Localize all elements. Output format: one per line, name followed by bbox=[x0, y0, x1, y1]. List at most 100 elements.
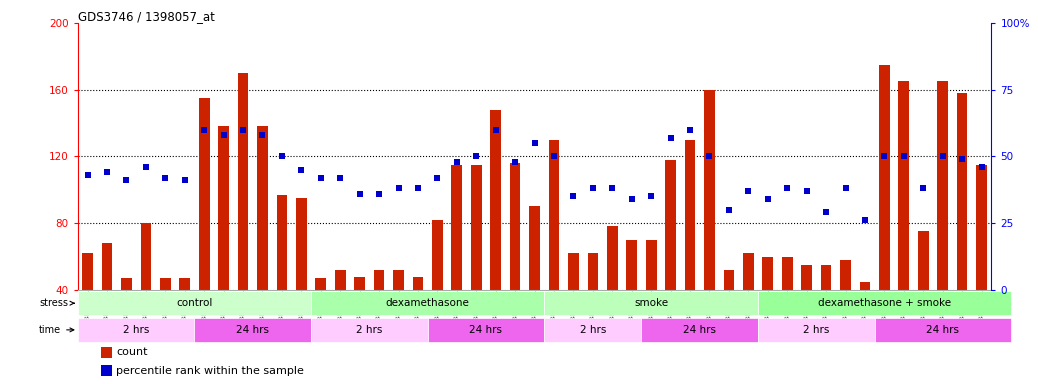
Point bbox=[235, 127, 251, 133]
Bar bbox=[763, 257, 773, 290]
Point bbox=[954, 156, 971, 162]
Bar bbox=[544, 291, 758, 315]
Bar bbox=[685, 140, 695, 290]
Point bbox=[351, 191, 367, 197]
Point bbox=[312, 175, 329, 181]
Bar bbox=[82, 253, 93, 290]
Point bbox=[974, 164, 990, 170]
Bar bbox=[218, 126, 229, 290]
Point bbox=[215, 132, 231, 138]
Point bbox=[507, 159, 523, 165]
Bar bbox=[568, 253, 579, 290]
Bar bbox=[607, 227, 618, 290]
Bar bbox=[723, 270, 734, 290]
Bar bbox=[101, 366, 112, 376]
Point bbox=[643, 194, 659, 200]
Point bbox=[390, 185, 407, 192]
Bar bbox=[529, 207, 540, 290]
Text: smoke: smoke bbox=[634, 298, 668, 308]
Point bbox=[138, 164, 155, 170]
Bar bbox=[78, 291, 311, 315]
Point bbox=[254, 132, 271, 138]
Point bbox=[682, 127, 699, 133]
Point bbox=[371, 191, 387, 197]
Bar bbox=[276, 195, 288, 290]
Bar bbox=[840, 260, 851, 290]
Bar bbox=[121, 278, 132, 290]
Point bbox=[856, 217, 873, 223]
Text: control: control bbox=[176, 298, 213, 308]
Text: 24 hrs: 24 hrs bbox=[469, 325, 502, 335]
Point bbox=[429, 175, 445, 181]
Bar bbox=[626, 240, 637, 290]
Bar bbox=[937, 81, 948, 290]
Point bbox=[157, 175, 173, 181]
Bar bbox=[354, 276, 365, 290]
Bar bbox=[374, 270, 384, 290]
Bar bbox=[194, 318, 311, 342]
Text: dexamethasone + smoke: dexamethasone + smoke bbox=[818, 298, 951, 308]
Bar bbox=[875, 318, 1011, 342]
Bar bbox=[428, 318, 544, 342]
Bar bbox=[665, 160, 676, 290]
Point bbox=[934, 153, 951, 159]
Point bbox=[760, 196, 776, 202]
Bar bbox=[335, 270, 346, 290]
Bar bbox=[821, 265, 831, 290]
Bar bbox=[859, 281, 870, 290]
Text: time: time bbox=[39, 325, 74, 335]
Point bbox=[118, 177, 135, 184]
Point bbox=[546, 153, 563, 159]
Text: 24 hrs: 24 hrs bbox=[926, 325, 959, 335]
Point bbox=[488, 127, 504, 133]
Point bbox=[584, 185, 601, 192]
Text: 2 hrs: 2 hrs bbox=[122, 325, 149, 335]
Bar bbox=[743, 253, 754, 290]
Bar bbox=[160, 278, 170, 290]
Bar bbox=[238, 73, 248, 290]
Bar bbox=[102, 243, 112, 290]
Bar bbox=[490, 110, 501, 290]
Point bbox=[526, 140, 543, 146]
Text: GDS3746 / 1398057_at: GDS3746 / 1398057_at bbox=[78, 10, 215, 23]
Point bbox=[838, 185, 854, 192]
Point bbox=[565, 194, 581, 200]
Bar bbox=[140, 223, 152, 290]
Point bbox=[410, 185, 427, 192]
Bar bbox=[432, 220, 443, 290]
Point bbox=[79, 172, 95, 178]
Text: 2 hrs: 2 hrs bbox=[803, 325, 829, 335]
Point bbox=[274, 153, 291, 159]
Bar bbox=[549, 140, 559, 290]
Bar bbox=[641, 318, 758, 342]
Bar bbox=[311, 318, 428, 342]
Text: 2 hrs: 2 hrs bbox=[579, 325, 606, 335]
Point bbox=[448, 159, 465, 165]
Bar bbox=[957, 93, 967, 290]
Bar bbox=[918, 232, 929, 290]
Bar bbox=[758, 318, 875, 342]
Bar bbox=[758, 291, 1011, 315]
Text: dexamethasone: dexamethasone bbox=[386, 298, 469, 308]
Point bbox=[720, 207, 737, 213]
Point bbox=[468, 153, 485, 159]
Bar bbox=[544, 318, 641, 342]
Bar bbox=[899, 81, 909, 290]
Bar bbox=[257, 126, 268, 290]
Point bbox=[778, 185, 795, 192]
Bar bbox=[199, 98, 210, 290]
Point bbox=[99, 169, 115, 175]
Point bbox=[662, 135, 679, 141]
Bar bbox=[452, 165, 462, 290]
Bar bbox=[782, 257, 793, 290]
Text: 24 hrs: 24 hrs bbox=[683, 325, 716, 335]
Text: percentile rank within the sample: percentile rank within the sample bbox=[116, 366, 304, 376]
Bar bbox=[471, 165, 482, 290]
Point bbox=[176, 177, 193, 184]
Bar bbox=[413, 276, 424, 290]
Point bbox=[876, 153, 893, 159]
Bar bbox=[101, 347, 112, 358]
Point bbox=[702, 153, 718, 159]
Point bbox=[293, 167, 309, 173]
Bar bbox=[704, 90, 715, 290]
